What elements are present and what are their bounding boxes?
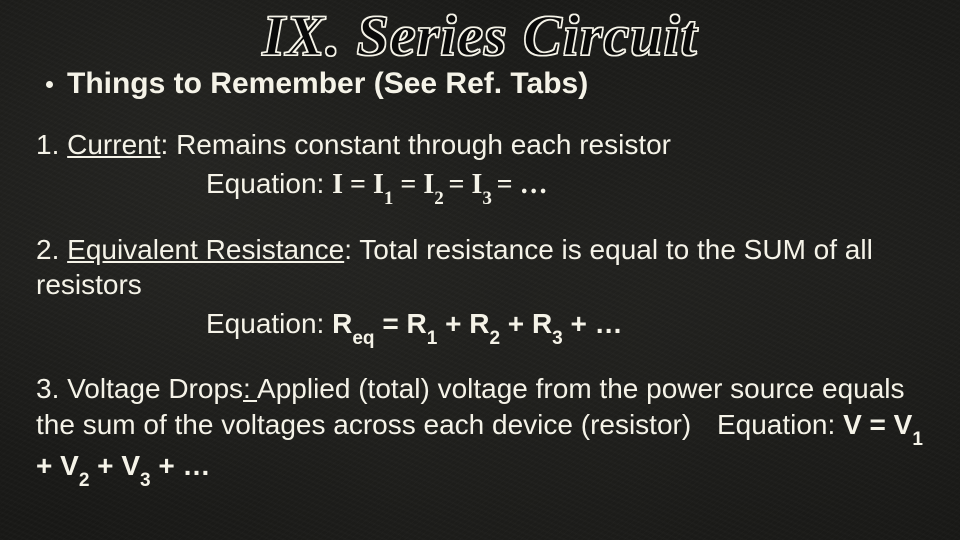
list-item-3: 3. Voltage Drops: Applied (total) voltag… — [36, 371, 924, 489]
list-item-2: 2. Equivalent Resistance: Total resistan… — [36, 232, 924, 302]
slide-title: IX. Series Circuit — [36, 0, 924, 69]
item-desc: : Remains constant through each resistor — [161, 129, 671, 160]
equation-label: Equation: — [206, 168, 332, 199]
item-number: 2. — [36, 234, 67, 265]
item-number: 3. — [36, 373, 67, 404]
bullet-text: Things to Remember (See Ref. Tabs) — [67, 67, 588, 101]
equation-line-2: Equation: Req = R1 + R2 + R3 + … — [36, 308, 924, 346]
equation-label: Equation: — [206, 308, 332, 339]
slide: IX. Series Circuit Things to Remember (S… — [0, 0, 960, 540]
item-term: Current — [67, 129, 160, 160]
item-term: Voltage Drops — [67, 373, 243, 404]
equation-label: Equation: — [717, 409, 843, 440]
item-number: 1. — [36, 129, 67, 160]
equation-line-1: Equation: I = I1 = I2 = I3 = … — [36, 168, 924, 206]
item3-text: 3. Voltage Drops: Applied (total) voltag… — [36, 371, 924, 489]
bullet-row: Things to Remember (See Ref. Tabs) — [36, 67, 924, 101]
equation-body: Req = R1 + R2 + R3 + … — [332, 308, 623, 339]
list-item-1: 1. Current: Remains constant through eac… — [36, 127, 924, 162]
equation-body: I = I1 = I2 = I3 = … — [332, 169, 548, 200]
item-term: Equivalent Resistance — [67, 234, 344, 265]
item-term-trailing: : — [243, 373, 257, 404]
bullet-icon — [46, 81, 53, 88]
